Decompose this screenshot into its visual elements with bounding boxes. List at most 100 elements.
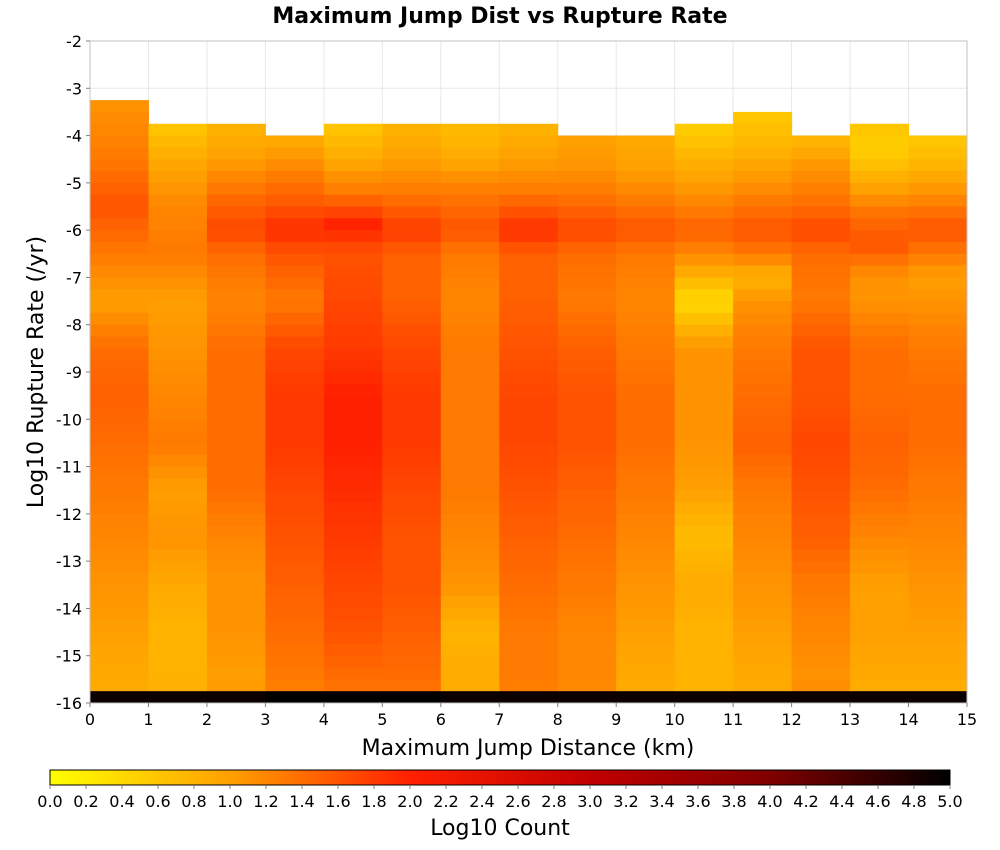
heatmap-cell (850, 407, 910, 420)
x-tick-label: 8 (553, 710, 563, 729)
heatmap-cell (90, 584, 149, 598)
y-tick-label: -9 (66, 363, 82, 382)
x-tick-label: 5 (377, 710, 387, 729)
heatmap-cell (850, 632, 910, 645)
heatmap-cell (908, 691, 968, 704)
heatmap-cell (791, 395, 851, 408)
heatmap-cell (616, 147, 676, 160)
colorbar-tick-label: 1.2 (253, 792, 278, 811)
heatmap-cell (791, 182, 851, 196)
heatmap-cell (616, 655, 676, 669)
heatmap-cell (674, 289, 734, 302)
heatmap-cell (440, 561, 500, 574)
colorbar-tick-label: 0.0 (37, 792, 62, 811)
heatmap-cell (616, 584, 676, 598)
heatmap-cell (850, 643, 910, 657)
heatmap-cell (733, 466, 793, 479)
heatmap-cell (557, 147, 617, 160)
heatmap-cell (557, 679, 617, 692)
heatmap-cell (323, 182, 383, 196)
heatmap-cell (908, 348, 968, 361)
heatmap-cell (499, 123, 559, 137)
heatmap-cell (90, 171, 149, 184)
heatmap-cell (499, 596, 559, 609)
heatmap-cell (440, 135, 500, 148)
heatmap-cell (850, 182, 910, 196)
heatmap-cell (206, 360, 266, 373)
heatmap-cell (674, 596, 734, 609)
heatmap-cell (616, 679, 676, 692)
heatmap-cell (908, 159, 968, 172)
heatmap-cell (850, 312, 910, 326)
heatmap-cell (850, 513, 910, 527)
heatmap-cell (674, 490, 734, 503)
heatmap-cell (90, 312, 149, 326)
heatmap-cell (908, 301, 968, 314)
colorbar-tick-label: 3.2 (613, 792, 638, 811)
colorbar-tick-label: 2.8 (541, 792, 566, 811)
heatmap-cell (323, 478, 383, 491)
heatmap-cell (557, 608, 617, 621)
heatmap-cell (791, 596, 851, 609)
heatmap-cell (791, 679, 851, 692)
heatmap-cell (323, 667, 383, 680)
heatmap-cell (499, 442, 559, 456)
heatmap-cell (733, 431, 793, 444)
heatmap-cell (206, 289, 266, 302)
heatmap-cell (499, 679, 559, 692)
heatmap-cell (616, 466, 676, 479)
heatmap-cell (148, 537, 208, 550)
heatmap-cell (323, 596, 383, 609)
heatmap-cell (616, 383, 676, 397)
colorbar-tick-label: 0.4 (109, 792, 134, 811)
heatmap-cell (908, 289, 968, 302)
heatmap-cell (148, 502, 208, 515)
heatmap-cell (323, 584, 383, 598)
heatmap-cell (616, 667, 676, 680)
heatmap-cell (323, 407, 383, 420)
colorbar-tick-label: 0.2 (73, 792, 98, 811)
heatmap-cell (440, 218, 500, 231)
heatmap-cell (382, 395, 442, 408)
heatmap-cell (323, 265, 383, 278)
heatmap-cell (791, 608, 851, 621)
heatmap-cell (674, 537, 734, 550)
heatmap-cell (440, 419, 500, 432)
heatmap-cell (908, 572, 968, 586)
heatmap-cell (265, 502, 325, 515)
heatmap-cell (674, 348, 734, 361)
heatmap-cell (499, 348, 559, 361)
colorbar-label: Log10 Count (430, 816, 570, 841)
heatmap-cell (440, 194, 500, 207)
heatmap-cell (557, 324, 617, 338)
heatmap-cell (499, 667, 559, 680)
heatmap-cell (148, 218, 208, 231)
heatmap-cell (323, 419, 383, 432)
heatmap-cell (206, 608, 266, 621)
heatmap-cell (499, 383, 559, 397)
heatmap-cell (908, 241, 968, 255)
heatmap-cell (148, 135, 208, 148)
heatmap-cell (90, 490, 149, 503)
heatmap-cell (499, 454, 559, 468)
heatmap-cell (323, 383, 383, 397)
heatmap-cell (206, 502, 266, 515)
heatmap-cell (850, 159, 910, 172)
heatmap-cell (733, 324, 793, 338)
heatmap-cell (499, 513, 559, 527)
heatmap-cell (616, 596, 676, 609)
colorbar-tick-label: 1.4 (289, 792, 314, 811)
heatmap-cell (674, 454, 734, 468)
y-tick-label: -12 (56, 505, 82, 524)
heatmap-cell (90, 360, 149, 373)
heatmap-cell (616, 348, 676, 361)
heatmap-cell (616, 561, 676, 574)
heatmap-cell (148, 206, 208, 219)
heatmap-cell (206, 431, 266, 444)
heatmap-cell (733, 561, 793, 574)
heatmap-cell (323, 431, 383, 444)
heatmap-cell (557, 596, 617, 609)
heatmap-cell (557, 584, 617, 598)
heatmap-cell (206, 218, 266, 231)
heatmap-cell (148, 407, 208, 420)
